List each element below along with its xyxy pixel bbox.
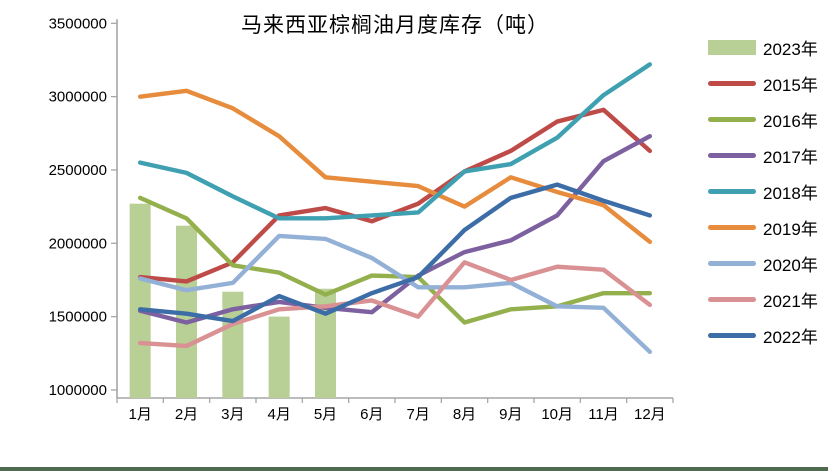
legend-item-2021: 2021年 xyxy=(708,288,818,311)
chart-title: 马来西亚棕榈油月度库存（吨） xyxy=(241,13,549,37)
line-series-2022 xyxy=(137,182,653,324)
line-series-2021 xyxy=(137,260,653,349)
line-swatch-icon xyxy=(708,260,756,266)
bar-2023 xyxy=(129,203,151,398)
legend-label: 2016年 xyxy=(763,111,818,131)
legend-label: 2020年 xyxy=(763,255,818,275)
legend-label: 2022年 xyxy=(763,327,818,347)
legend-label: 2015年 xyxy=(763,75,818,95)
legend-item-2022: 2022年 xyxy=(708,324,818,347)
bar-swatch-icon xyxy=(708,39,756,55)
x-axis-label: 9月 xyxy=(499,406,522,423)
y-axis-label: 3500000 xyxy=(49,15,107,32)
line-swatch-icon xyxy=(708,152,756,158)
y-axis-label: 2500000 xyxy=(49,162,107,179)
line-series-2018 xyxy=(137,62,653,221)
x-axis-label: 4月 xyxy=(267,406,290,423)
chart-canvas: 3500000 3000000 2500000 2000000 1500000 10000… xyxy=(49,15,674,423)
line-series-2017 xyxy=(137,134,653,325)
bar-2023 xyxy=(268,316,290,398)
legend-label: 2018年 xyxy=(763,183,818,203)
footer-divider xyxy=(0,467,828,471)
line-swatch-icon xyxy=(708,188,756,194)
x-axis-label: 10月 xyxy=(541,406,573,423)
y-axis-label: 2000000 xyxy=(49,235,107,252)
legend-label: 2023年 xyxy=(763,39,818,59)
x-axis-label: 3月 xyxy=(221,406,244,423)
x-axis-label: 5月 xyxy=(314,406,337,423)
line-swatch-icon xyxy=(708,116,756,122)
line-swatch-icon xyxy=(708,224,756,230)
legend-item-2019: 2019年 xyxy=(708,216,818,239)
legend-item-2020: 2020年 xyxy=(708,252,818,275)
x-axis-label: 2月 xyxy=(175,406,198,423)
y-axis-label: 3000000 xyxy=(49,89,107,106)
legend-item-2018: 2018年 xyxy=(708,180,818,203)
line-series-2019 xyxy=(137,88,653,245)
chart-legend: 2023年 2015年 2016年 2017年 2018年 2019年 2020年 2021年… xyxy=(708,36,818,347)
legend-item-2017: 2017年 xyxy=(708,144,818,167)
line-swatch-icon xyxy=(708,296,756,302)
y-axis-label: 1000000 xyxy=(49,382,107,399)
line-swatch-icon xyxy=(708,332,756,338)
legend-label: 2021年 xyxy=(763,291,818,311)
legend-item-2016: 2016年 xyxy=(708,108,818,131)
x-axis-label: 1月 xyxy=(128,406,151,423)
line-series-2016 xyxy=(137,195,653,325)
legend-label: 2017年 xyxy=(763,147,818,167)
line-series-2020 xyxy=(137,233,653,355)
legend-item-2015: 2015年 xyxy=(708,72,818,95)
y-axis-label: 1500000 xyxy=(49,309,107,326)
line-swatch-icon xyxy=(708,80,756,86)
x-axis-label: 8月 xyxy=(453,406,476,423)
x-axis-label: 11月 xyxy=(588,406,619,423)
x-axis-label: 6月 xyxy=(360,406,383,423)
x-axis-label: 12月 xyxy=(634,406,666,423)
x-axis-label: 7月 xyxy=(406,406,429,423)
legend-item-2023: 2023年 xyxy=(708,36,818,59)
legend-label: 2019年 xyxy=(763,219,818,239)
bar-2023 xyxy=(315,288,336,398)
